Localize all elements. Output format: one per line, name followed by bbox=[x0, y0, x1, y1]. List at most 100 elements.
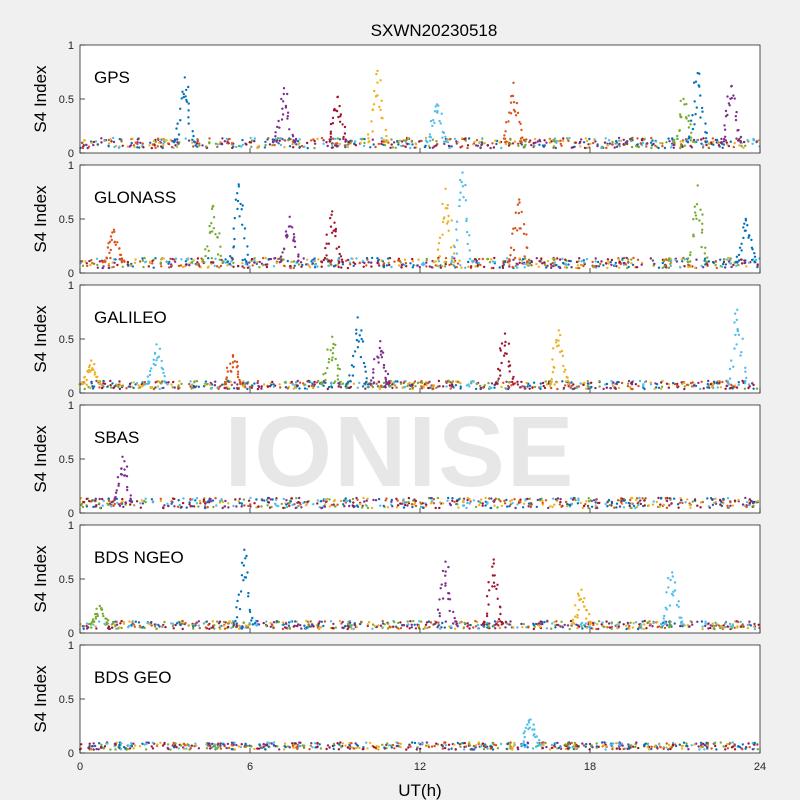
s4-data-point bbox=[318, 743, 321, 746]
s4-data-point bbox=[507, 387, 510, 390]
s4-data-point bbox=[380, 116, 383, 120]
s4-data-point bbox=[332, 346, 335, 350]
s4-data-point bbox=[659, 745, 662, 748]
s4-data-point bbox=[544, 499, 548, 502]
s4-data-point bbox=[131, 137, 134, 140]
s4-data-point bbox=[343, 505, 346, 508]
s4-data-point bbox=[752, 387, 755, 390]
s4-data-point bbox=[624, 501, 628, 505]
s4-data-point bbox=[444, 262, 447, 266]
s4-data-point bbox=[158, 387, 161, 391]
s4-data-point bbox=[732, 94, 735, 97]
s4-data-point bbox=[275, 261, 278, 265]
s4-data-point bbox=[202, 498, 206, 501]
s4-data-point bbox=[507, 381, 511, 384]
s4-data-point bbox=[346, 145, 350, 149]
s4-data-point bbox=[532, 734, 535, 737]
s4-data-point bbox=[188, 501, 191, 504]
s4-data-point bbox=[196, 257, 200, 260]
s4-data-point bbox=[107, 242, 110, 245]
s4-data-point bbox=[665, 382, 669, 385]
s4-data-point bbox=[191, 498, 194, 501]
s4-data-point bbox=[423, 145, 427, 149]
s4-data-point bbox=[411, 260, 415, 263]
s4-data-point bbox=[355, 338, 359, 342]
s4-data-point bbox=[638, 625, 642, 628]
s4-data-point bbox=[700, 743, 703, 747]
s4-data-point bbox=[365, 504, 368, 508]
s4-data-point bbox=[396, 626, 399, 630]
s4-data-point bbox=[358, 502, 362, 506]
s4-data-point bbox=[659, 503, 662, 506]
s4-data-point bbox=[192, 505, 196, 508]
s4-data-point bbox=[437, 621, 440, 624]
s4-data-point bbox=[665, 742, 668, 745]
s4-data-point bbox=[369, 379, 373, 382]
s4-data-point bbox=[623, 499, 626, 502]
s4-data-point bbox=[722, 626, 725, 630]
s4-data-point bbox=[573, 741, 577, 745]
s4-data-point bbox=[112, 136, 115, 140]
s4-data-point bbox=[562, 261, 565, 265]
s4-data-point bbox=[241, 258, 244, 262]
s4-data-point bbox=[512, 227, 515, 230]
s4-data-point bbox=[487, 625, 490, 629]
s4-data-point bbox=[553, 744, 556, 747]
s4-data-point bbox=[156, 385, 159, 388]
s4-data-point bbox=[366, 383, 370, 386]
s4-data-point bbox=[512, 101, 516, 104]
s4-data-point bbox=[543, 144, 546, 147]
s4-data-point bbox=[405, 138, 408, 141]
s4-data-point bbox=[103, 622, 106, 625]
s4-data-point bbox=[414, 143, 418, 146]
s4-data-point bbox=[516, 748, 520, 751]
s4-data-point bbox=[381, 626, 385, 629]
s4-data-point bbox=[409, 262, 412, 265]
s4-data-point bbox=[379, 353, 383, 356]
s4-data-point bbox=[174, 257, 178, 260]
s4-data-point bbox=[466, 622, 469, 625]
s4-data-point bbox=[608, 503, 611, 507]
s4-data-point bbox=[431, 138, 435, 141]
s4-data-point bbox=[157, 355, 161, 358]
s4-data-point bbox=[668, 504, 671, 507]
s4-data-point bbox=[474, 505, 478, 509]
s4-data-point bbox=[735, 260, 738, 263]
s4-data-point bbox=[354, 140, 357, 143]
s4-data-point bbox=[382, 143, 385, 146]
s4-data-point bbox=[91, 745, 94, 748]
s4-data-point bbox=[636, 627, 640, 631]
s4-data-point bbox=[313, 742, 317, 745]
s4-data-point bbox=[417, 258, 420, 261]
s4-data-point bbox=[247, 504, 250, 508]
s4-data-point bbox=[693, 498, 697, 501]
s4-data-point bbox=[232, 265, 235, 268]
s4-data-point bbox=[443, 741, 446, 744]
s4-data-point bbox=[408, 142, 411, 146]
s4-data-point bbox=[646, 621, 649, 624]
s4-data-point bbox=[163, 138, 166, 141]
s4-data-point bbox=[677, 605, 680, 608]
s4-data-point bbox=[451, 380, 455, 383]
s4-data-point bbox=[570, 384, 573, 388]
s4-data-point bbox=[238, 501, 241, 505]
s4-data-point bbox=[602, 387, 605, 391]
s4-data-point bbox=[192, 134, 195, 138]
y-tick-label: 0.5 bbox=[59, 94, 74, 106]
s4-data-point bbox=[348, 621, 352, 624]
s4-data-point bbox=[746, 138, 749, 142]
s4-data-point bbox=[350, 746, 354, 749]
s4-data-point bbox=[271, 623, 274, 627]
s4-data-point bbox=[617, 742, 620, 745]
s4-data-point bbox=[235, 360, 239, 364]
s4-data-point bbox=[127, 385, 130, 388]
s4-data-point bbox=[659, 622, 663, 626]
s4-data-point bbox=[617, 139, 621, 142]
s4-data-point bbox=[462, 748, 466, 751]
s4-data-point bbox=[361, 340, 365, 343]
s4-data-point bbox=[173, 140, 176, 143]
s4-data-point bbox=[202, 622, 205, 625]
s4-data-point bbox=[680, 622, 683, 626]
s4-data-point bbox=[207, 265, 210, 268]
